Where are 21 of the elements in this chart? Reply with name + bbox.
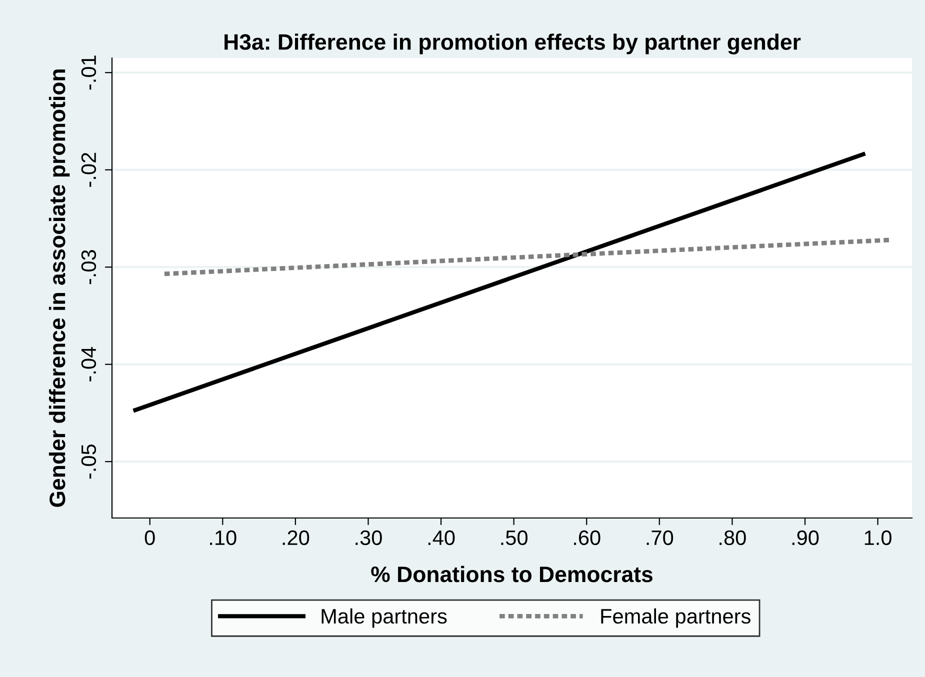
- x-tick-label: .40: [428, 530, 455, 546]
- x-tick-label: .30: [356, 530, 382, 546]
- y-tick-label: -.05: [81, 444, 96, 479]
- x-tick-label: .20: [282, 530, 310, 546]
- y-tick-label: -.03: [81, 250, 96, 284]
- x-tick-label: .60: [574, 530, 600, 546]
- x-tick-label: .80: [720, 530, 746, 546]
- x-tick-label: .90: [792, 530, 819, 546]
- y-tick-label: -.04: [81, 347, 96, 382]
- x-tick-label: .50: [501, 530, 528, 546]
- legend-label: Male partners: [322, 608, 447, 628]
- x-tick-label: .10: [210, 530, 236, 546]
- x-tick-label: .70: [646, 530, 674, 546]
- y-axis-title: Gender difference in associate promotion: [48, 70, 70, 507]
- x-tick-label: 0: [144, 530, 155, 546]
- y-tick-label: -.02: [81, 152, 96, 187]
- x-tick-label: 1.0: [864, 530, 892, 546]
- legend-label: Female partners: [601, 608, 750, 628]
- y-tick-label: -.01: [81, 56, 96, 90]
- x-axis-title: % Donations to Democrats: [371, 566, 652, 582]
- chart-title: H3a: Difference in promotion effects by partner gender: [224, 34, 801, 54]
